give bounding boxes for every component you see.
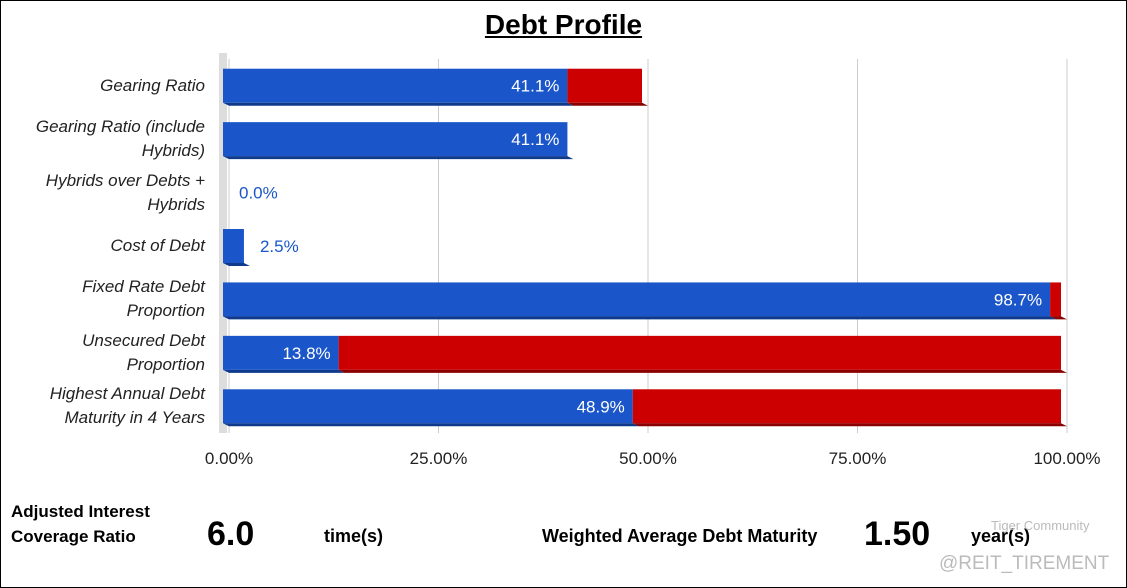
value-label: 98.7% bbox=[994, 290, 1042, 309]
bar-part bbox=[223, 389, 633, 424]
x-tick-label: 25.00% bbox=[410, 449, 468, 468]
y-tick-label: Gearing Ratio bbox=[100, 75, 205, 95]
bar bbox=[223, 68, 574, 106]
bar-part bbox=[223, 316, 1057, 320]
value-label: 41.1% bbox=[511, 77, 559, 96]
bar-part bbox=[223, 122, 568, 157]
x-tick-label: 75.00% bbox=[829, 449, 887, 468]
y-tick-label: Highest Annual Debt Maturity in 4 Years bbox=[49, 384, 205, 428]
bar-part bbox=[223, 68, 568, 103]
x-tick-label: 50.00% bbox=[619, 449, 677, 468]
chart-title: Debt Profile bbox=[484, 9, 643, 40]
value-label: 41.1% bbox=[511, 130, 559, 149]
value-label: 2.5% bbox=[260, 237, 299, 256]
icr-label: Adjusted Interest Coverage Ratio bbox=[11, 502, 150, 546]
bar bbox=[223, 122, 574, 160]
bar-part bbox=[223, 335, 339, 370]
icr-value: 6.0 bbox=[207, 515, 255, 553]
wadm-unit: year(s) bbox=[971, 526, 1031, 546]
y-tick-label: Hybrids over Debts + Hybrids bbox=[45, 170, 205, 214]
bar bbox=[1050, 282, 1067, 320]
y-tick-label: Cost of Debt bbox=[110, 236, 206, 255]
bar-part bbox=[223, 369, 345, 373]
bar bbox=[223, 335, 345, 373]
bar-part bbox=[223, 102, 574, 106]
value-label: 0.0% bbox=[239, 184, 278, 203]
y-tick-label: Gearing Ratio (include Hybrids) bbox=[35, 117, 205, 161]
bar-part bbox=[223, 229, 244, 263]
bar-part bbox=[1050, 316, 1067, 320]
bar-part bbox=[223, 282, 1051, 317]
bar bbox=[632, 389, 1067, 427]
bar bbox=[223, 389, 639, 427]
x-tick-label: 100.00% bbox=[1033, 449, 1100, 468]
y-tick-label: Unsecured Debt Proportion bbox=[82, 330, 205, 374]
wadm-label: Weighted Average Debt Maturity bbox=[542, 526, 818, 546]
bar-part bbox=[223, 263, 250, 266]
wadm-value: 1.50 bbox=[864, 515, 931, 553]
bar-part bbox=[632, 423, 1067, 427]
value-label: 48.9% bbox=[577, 397, 625, 416]
x-tick-label: 0.00% bbox=[205, 449, 253, 468]
bar bbox=[223, 229, 250, 266]
bar-part bbox=[338, 369, 1067, 373]
icr-unit: time(s) bbox=[324, 526, 384, 546]
bar-part bbox=[632, 389, 1061, 424]
bar bbox=[338, 335, 1067, 373]
y-tick-label: Fixed Rate Debt Proportion bbox=[82, 277, 205, 321]
watermark-brand: Tiger Community bbox=[991, 518, 1090, 533]
bar-part bbox=[338, 335, 1061, 370]
bar-part bbox=[567, 102, 648, 106]
bar-part bbox=[1050, 282, 1061, 317]
bar-part bbox=[223, 156, 574, 160]
watermark-handle: @REIT_TIREMENT bbox=[939, 553, 1110, 574]
bar bbox=[567, 68, 648, 106]
value-label: 13.8% bbox=[282, 344, 330, 363]
bar-part bbox=[223, 423, 639, 427]
bar-part bbox=[567, 68, 642, 103]
bar bbox=[223, 282, 1057, 320]
